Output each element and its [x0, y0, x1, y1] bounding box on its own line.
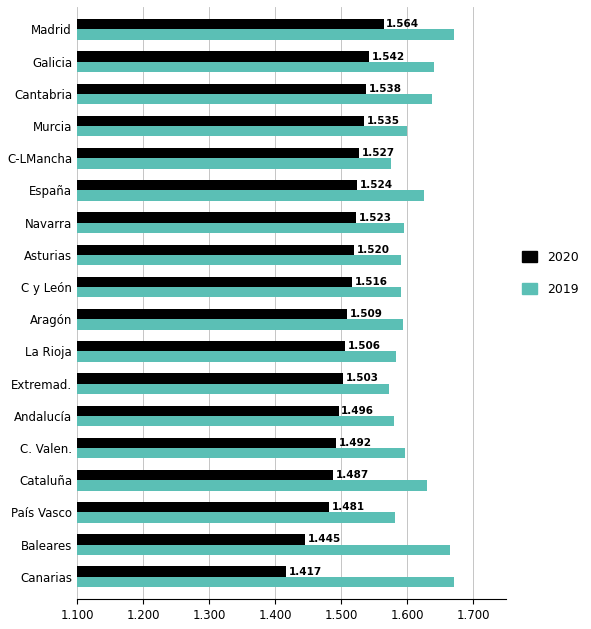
Text: 1.523: 1.523: [359, 213, 392, 223]
Bar: [0, 277, 352, 287]
Bar: [0, 502, 329, 513]
Bar: [0, 148, 359, 159]
Text: 1.503: 1.503: [346, 374, 379, 384]
Bar: [0, 406, 339, 416]
Bar: [0, 513, 395, 523]
Bar: [0, 577, 454, 587]
Bar: [0, 180, 357, 191]
Bar: [0, 309, 348, 320]
Bar: [0, 191, 424, 201]
Text: 1.487: 1.487: [335, 470, 369, 480]
Bar: [0, 255, 401, 265]
Bar: [0, 30, 454, 40]
Bar: [0, 94, 433, 104]
Bar: [0, 374, 343, 384]
Text: 1.417: 1.417: [289, 567, 322, 577]
Bar: [0, 52, 369, 62]
Text: 1.527: 1.527: [362, 148, 395, 158]
Bar: [0, 245, 355, 255]
Bar: [0, 213, 356, 223]
Text: 1.445: 1.445: [307, 535, 341, 545]
Bar: [0, 84, 366, 94]
Bar: [0, 116, 365, 126]
Bar: [0, 320, 404, 330]
Bar: [0, 341, 345, 352]
Bar: [0, 126, 407, 136]
Bar: [0, 567, 287, 577]
Bar: [0, 62, 434, 72]
Text: 1.496: 1.496: [341, 406, 374, 416]
Bar: [0, 545, 450, 555]
Bar: [0, 470, 333, 480]
Bar: [0, 480, 427, 491]
Bar: [0, 223, 404, 233]
Text: 1.524: 1.524: [360, 181, 393, 191]
Text: 1.492: 1.492: [339, 438, 372, 448]
Bar: [0, 19, 384, 30]
Text: 1.520: 1.520: [357, 245, 390, 255]
Text: 1.509: 1.509: [350, 309, 383, 319]
Bar: [0, 384, 389, 394]
Text: 1.538: 1.538: [369, 84, 402, 94]
Text: 1.535: 1.535: [367, 116, 400, 126]
Text: 1.506: 1.506: [348, 342, 381, 351]
Text: 1.516: 1.516: [355, 277, 388, 287]
Legend: 2020, 2019: 2020, 2019: [517, 246, 584, 301]
Bar: [0, 159, 391, 169]
Bar: [0, 534, 305, 545]
Bar: [0, 287, 401, 298]
Bar: [0, 438, 336, 448]
Text: 1.542: 1.542: [372, 52, 405, 62]
Bar: [0, 448, 405, 459]
Bar: [0, 416, 394, 426]
Bar: [0, 352, 396, 362]
Text: 1.481: 1.481: [332, 502, 365, 512]
Text: 1.564: 1.564: [386, 19, 420, 30]
